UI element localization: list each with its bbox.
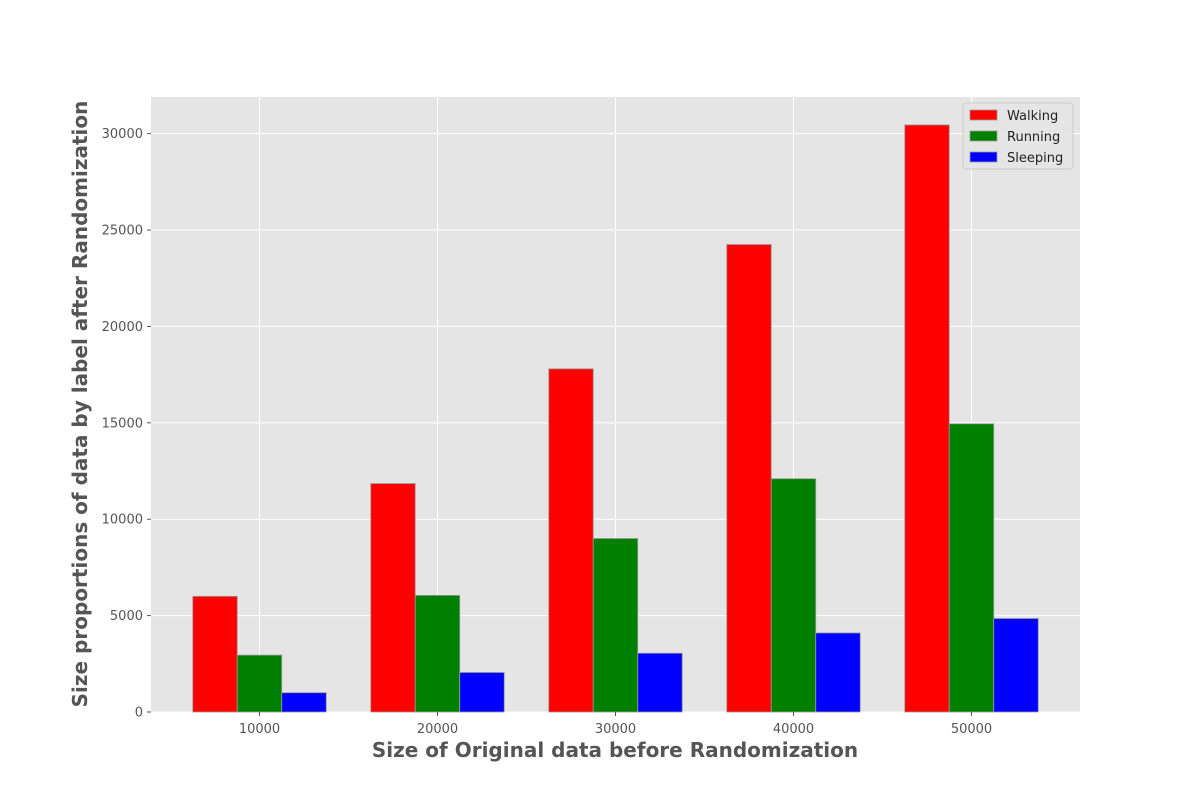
y-tick-label: 25000 [102, 224, 143, 239]
x-tick-label: 20000 [417, 722, 458, 737]
y-tick-label: 20000 [102, 320, 143, 335]
bars [192, 124, 1039, 713]
bar-running-40000 [770, 478, 817, 713]
x-tick-label: 30000 [595, 722, 636, 737]
legend-swatch-sleeping [969, 151, 998, 163]
bar-sleeping-30000 [637, 652, 683, 713]
x-axis-title: Size of Original data before Randomizati… [372, 738, 858, 762]
y-tick-label: 0 [135, 706, 143, 721]
bar-walking-50000 [904, 124, 950, 713]
legend-swatch-walking [969, 109, 998, 121]
y-axis-title: Size proportions of data by label after … [68, 101, 92, 708]
bar-walking-20000 [370, 483, 416, 713]
bar-walking-10000 [192, 595, 238, 713]
y-axis-ticks: 0 5000 10000 15000 20000 25000 30000 [102, 127, 151, 721]
bar-running-20000 [414, 594, 461, 713]
bar-walking-30000 [548, 368, 594, 713]
legend-label-running: Running [1007, 130, 1060, 145]
legend: Walking Running Sleeping [962, 102, 1074, 170]
bar-sleeping-50000 [993, 618, 1039, 713]
x-tick-label: 10000 [239, 722, 280, 737]
legend-label-walking: Walking [1007, 109, 1058, 124]
bar-sleeping-10000 [281, 692, 327, 713]
x-axis-ticks: 10000 20000 30000 40000 50000 [239, 712, 992, 737]
bar-sleeping-40000 [815, 632, 861, 713]
bar-running-10000 [236, 654, 283, 713]
bar-sleeping-20000 [459, 672, 505, 713]
bar-walking-40000 [726, 244, 772, 713]
bar-running-50000 [948, 423, 995, 713]
bar-running-30000 [592, 538, 639, 713]
x-tick-label: 40000 [773, 722, 814, 737]
y-tick-label: 10000 [102, 513, 143, 528]
legend-swatch-running [969, 130, 998, 142]
y-tick-label: 5000 [110, 609, 143, 624]
x-tick-label: 50000 [951, 722, 992, 737]
y-tick-label: 30000 [102, 127, 143, 142]
legend-label-sleeping: Sleeping [1007, 151, 1063, 166]
y-tick-label: 15000 [102, 416, 143, 431]
